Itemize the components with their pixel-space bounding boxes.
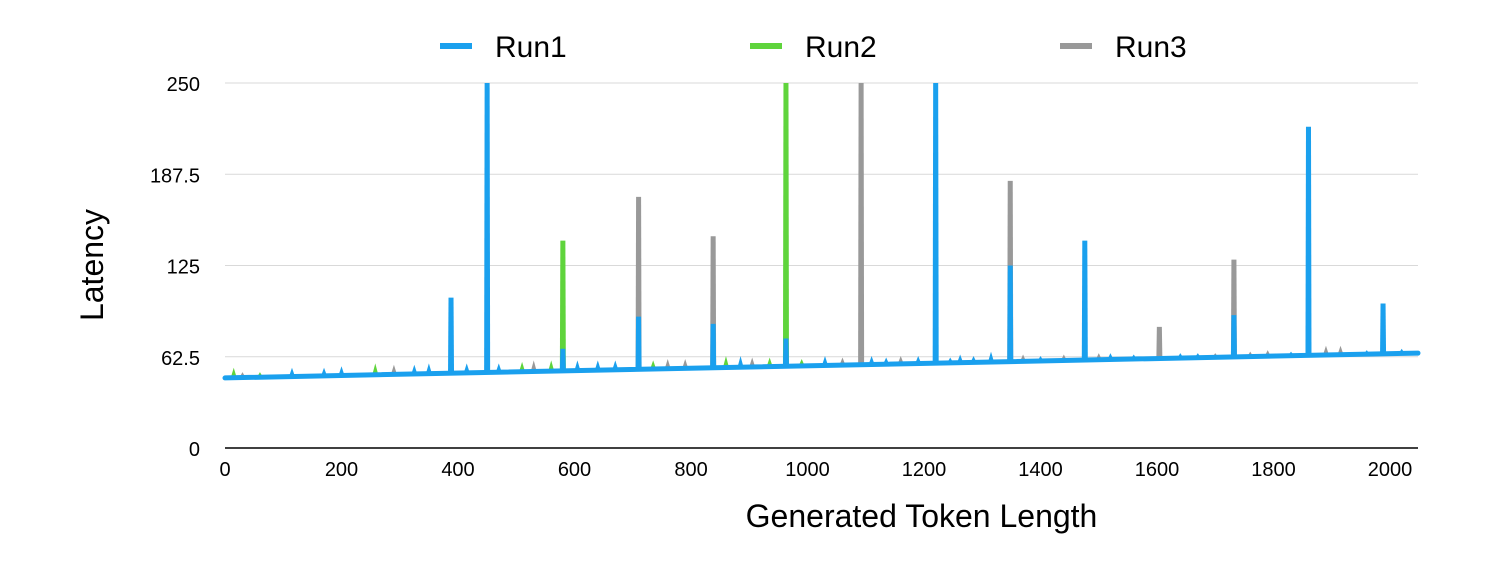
minor-spike: [548, 360, 555, 372]
minor-spike: [737, 356, 744, 368]
x-tick-label: 200: [325, 459, 358, 481]
spike-run2: [559, 240, 566, 371]
minor-spike: [425, 363, 432, 374]
minor-spike: [530, 360, 537, 372]
spike-run2: [782, 83, 789, 367]
spike-run1: [448, 297, 455, 374]
x-tick-label: 2000: [1368, 459, 1413, 481]
series-layer: [230, 83, 1405, 378]
minor-spike: [988, 351, 995, 362]
legend-label-run1: Run1: [495, 31, 567, 64]
spike-run1: [484, 83, 491, 373]
legend-label-run2: Run2: [805, 31, 877, 64]
baseline-line: [222, 350, 1421, 381]
spike-run1: [782, 338, 789, 367]
spike-run1: [1230, 315, 1237, 357]
spike-run1: [559, 348, 566, 371]
minor-spike: [574, 360, 581, 371]
y-tick-label: 62.5: [161, 348, 200, 370]
spike-run1: [1007, 265, 1014, 362]
x-tick-label: 1800: [1251, 459, 1296, 481]
spike-run3: [858, 83, 865, 365]
x-tick-label: 0: [219, 459, 230, 481]
y-axis-title: Latency: [74, 209, 110, 321]
x-tick-label: 1600: [1135, 459, 1180, 481]
minor-spike: [722, 356, 729, 368]
minor-spike: [372, 363, 379, 375]
spike-run1: [710, 323, 717, 368]
x-axis-title: Generated Token Length: [746, 498, 1098, 534]
x-tick-label: 1200: [902, 459, 947, 481]
x-tick-label: 400: [441, 459, 474, 481]
legend: Run1 Run2 Run3: [440, 31, 1187, 64]
x-tick-label: 600: [558, 459, 591, 481]
y-tick-label: 187.5: [150, 165, 200, 187]
y-tick-label: 250: [167, 74, 200, 96]
spike-run1: [1380, 303, 1387, 354]
x-tick-labels: 0 200 400 600 800 1000 1200 1400 1600 1800 2000: [219, 459, 1412, 481]
spike-run3: [1156, 326, 1163, 359]
y-tick-label: 0: [189, 439, 200, 461]
x-tick-label: 1000: [785, 459, 830, 481]
x-tick-label: 800: [674, 459, 707, 481]
baseline-layer: [222, 350, 1421, 381]
x-tick-label: 1400: [1018, 459, 1063, 481]
y-tick-label: 125: [167, 257, 200, 279]
gridlines: [225, 82, 1418, 358]
spike-run1: [1305, 126, 1312, 356]
spike-run1: [1081, 240, 1088, 361]
spike-run1: [932, 83, 939, 364]
spike-run1: [635, 316, 642, 370]
y-tick-labels: 0 62.5 125 187.5 250: [150, 74, 200, 461]
legend-label-run3: Run3: [1115, 31, 1187, 64]
